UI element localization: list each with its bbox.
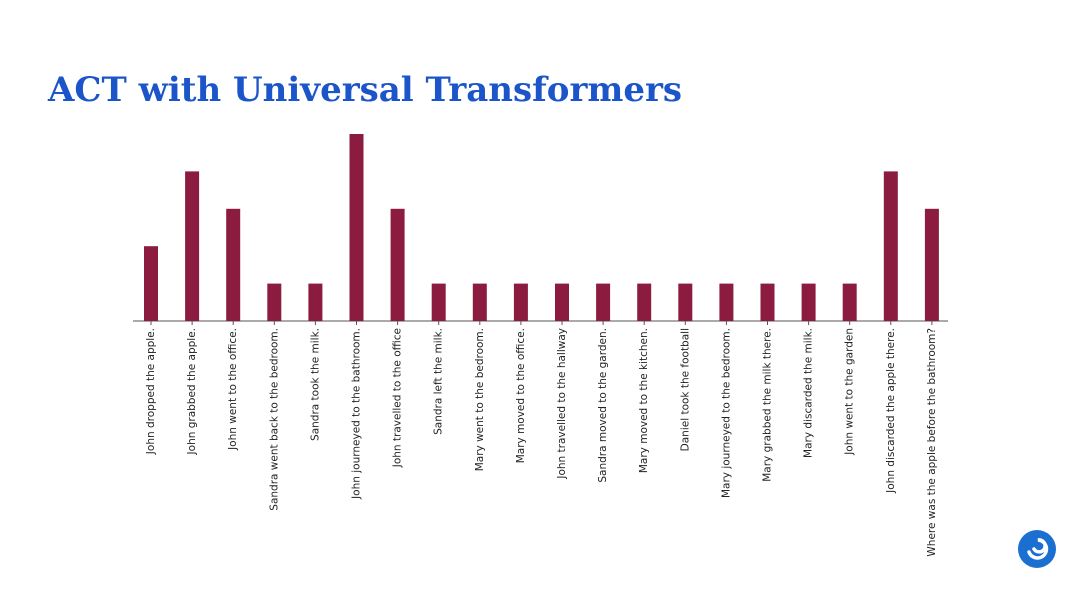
bar	[596, 283, 611, 321]
bar	[226, 208, 241, 321]
bar	[842, 283, 857, 321]
x-tick-label: Sandra moved to the garden.	[597, 328, 609, 483]
bar	[801, 283, 816, 321]
bar	[883, 171, 898, 321]
x-tick-label: Mary grabbed the milk there.	[762, 328, 774, 482]
bar	[431, 283, 446, 321]
x-tick-label: John grabbed the apple.	[186, 328, 198, 455]
x-tick-label: Sandra left the milk.	[433, 328, 445, 435]
x-tick-label: John journeyed to the bathroom.	[351, 328, 363, 500]
bar	[144, 246, 158, 321]
bar	[472, 283, 487, 321]
bar	[185, 171, 200, 321]
x-tick-label: Mary moved to the office.	[515, 328, 527, 463]
bar	[349, 134, 364, 321]
bar	[678, 283, 693, 321]
x-tick-label: John went to the garden	[844, 328, 856, 456]
x-tick-label: Mary went to the bedroom.	[474, 328, 486, 471]
x-tick-label: Mary journeyed to the bedroom.	[720, 328, 732, 498]
x-tick-label: Sandra went back to the bedroom.	[268, 328, 280, 511]
bar	[555, 283, 569, 321]
x-tick-label: John went to the office.	[227, 328, 239, 451]
x-tick-label: Where was the apple before the bathroom?	[926, 328, 938, 557]
x-tick-label: Sandra took the milk.	[309, 328, 321, 441]
x-tick-label: Mary discarded the milk.	[803, 328, 815, 458]
x-tick-label: John dropped the apple.	[145, 328, 157, 455]
bar	[308, 283, 323, 321]
x-tick-label: John discarded the apple there.	[885, 328, 897, 494]
bar	[760, 283, 775, 321]
bar	[719, 283, 734, 321]
x-tick-label: Daniel took the football	[679, 328, 691, 451]
bar	[390, 208, 405, 321]
bar	[267, 283, 282, 321]
x-tick-label: Mary moved to the kitchen.	[638, 328, 650, 473]
logo	[1018, 530, 1056, 568]
x-tick-label: John travelled to the hallway	[556, 328, 568, 480]
bar	[637, 283, 652, 321]
bar	[924, 208, 939, 321]
slide-title: ACT with Universal Transformers	[47, 70, 682, 110]
bar	[513, 283, 528, 321]
x-tick-label: John travelled to the office	[392, 328, 404, 468]
